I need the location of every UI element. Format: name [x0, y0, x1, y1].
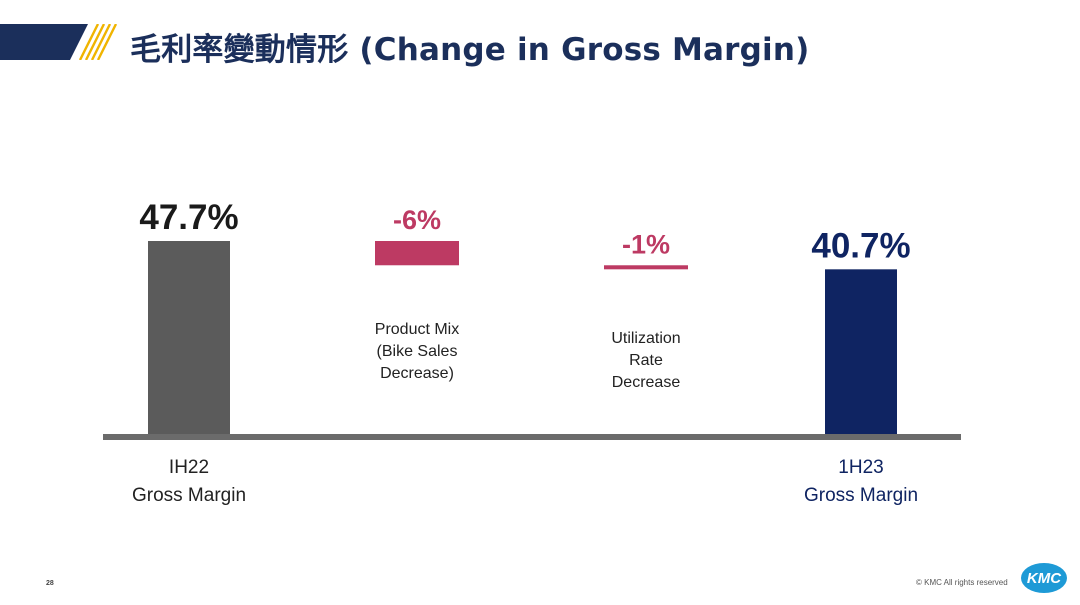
copyright-text: © KMC All rights reserved [916, 578, 1008, 587]
bar-3 [604, 265, 688, 270]
labels-layer: 47.7% IH22 Gross Margin -6% Product Mix (Bike… [132, 198, 918, 506]
bar-1 [148, 241, 230, 434]
data-label-3: -1% [622, 229, 670, 259]
bar-2 [375, 241, 459, 266]
category-label-line: Decrease) [380, 365, 454, 382]
category-label-1: IH22 Gross Margin [132, 457, 246, 506]
header-stripes-icon [78, 24, 118, 60]
category-label-line: Rate [629, 352, 663, 369]
category-label-line: Decrease [612, 374, 681, 391]
data-label-4: 40.7% [811, 226, 910, 265]
kmc-logo-shape [1021, 563, 1067, 593]
category-label-line: (Bike Sales [377, 343, 458, 360]
kmc-logo-text: KMC [1027, 570, 1062, 587]
header-band-bar [0, 24, 88, 60]
category-label-3: Utilization Rate Decrease [611, 330, 680, 391]
category-label-line: Utilization [611, 330, 680, 347]
header-band [0, 24, 118, 60]
page-number: 28 [46, 580, 54, 587]
category-label-line: 1H23 [838, 457, 883, 478]
category-label-line: Gross Margin [804, 485, 918, 506]
bar-4 [825, 269, 897, 434]
category-label-2: Product Mix (Bike Sales Decrease) [375, 321, 459, 382]
category-label-line: IH22 [169, 457, 209, 478]
bars-layer [148, 241, 897, 434]
data-label-1: 47.7% [139, 198, 238, 237]
baseline-axis [103, 434, 961, 440]
page-title: 毛利率變動情形 (Change in Gross Margin) [130, 32, 810, 68]
category-label-line: Product Mix [375, 321, 459, 338]
kmc-logo: KMC [1021, 563, 1067, 593]
data-label-2: -6% [393, 205, 441, 235]
category-label-line: Gross Margin [132, 485, 246, 506]
category-label-4: 1H23 Gross Margin [804, 457, 918, 506]
